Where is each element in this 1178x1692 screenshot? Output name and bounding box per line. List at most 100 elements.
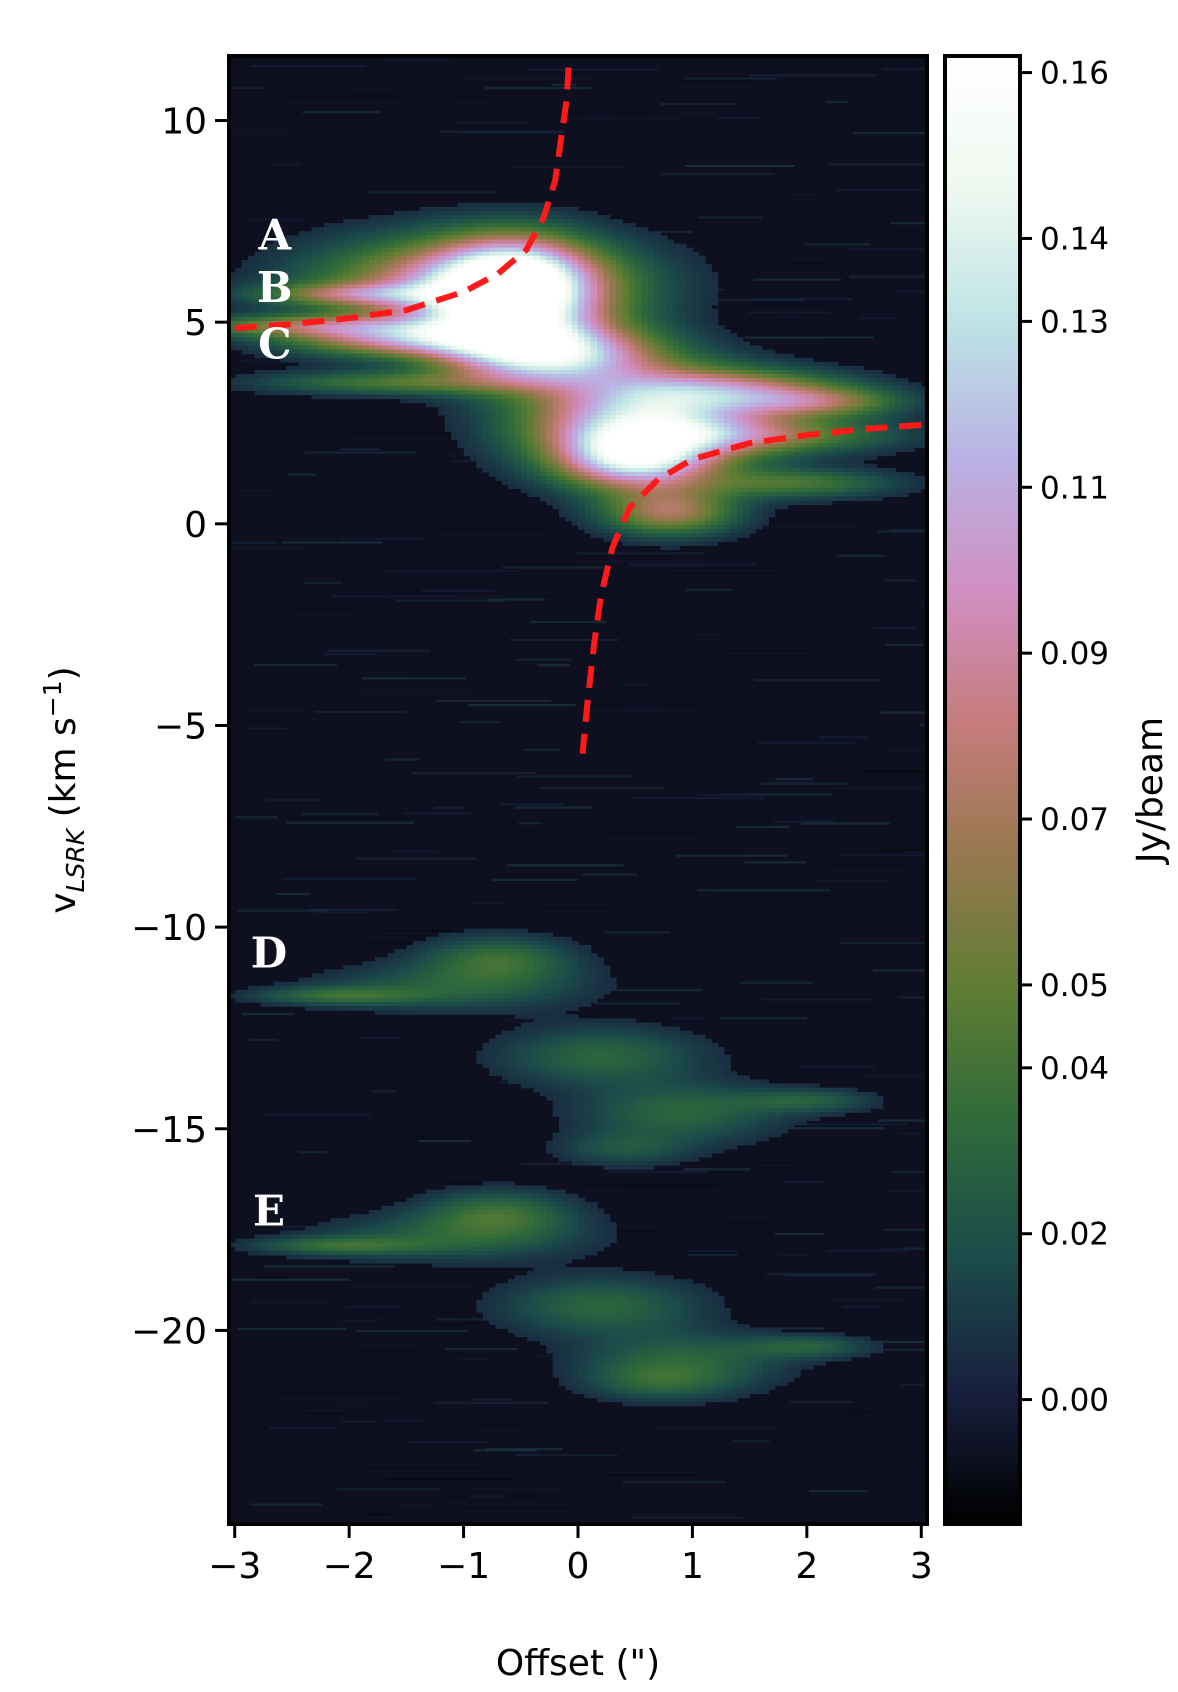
emission-cell [368, 349, 376, 355]
emission-cell [831, 374, 839, 379]
noise-streak [632, 1516, 744, 1519]
emission-cell [286, 316, 294, 322]
noise-streak [497, 628, 530, 631]
emission-cell [635, 365, 643, 371]
emission-cell [704, 316, 712, 322]
emission-cell [660, 276, 668, 281]
emission-cell [476, 423, 484, 428]
emission-cell [254, 276, 262, 281]
emission-cell [305, 268, 313, 273]
emission-cell [406, 365, 414, 371]
emission-cell [362, 345, 370, 351]
emission-cell [742, 349, 750, 355]
emission-cell [895, 414, 903, 420]
emission-cell [546, 223, 554, 228]
emission-cell [609, 300, 617, 306]
emission-cell [654, 304, 662, 310]
emission-cell [438, 206, 446, 212]
emission-cell [451, 386, 459, 391]
emission-cell [546, 210, 554, 216]
emission-cell [869, 418, 877, 424]
emission-cell [812, 447, 820, 453]
emission-cell [438, 333, 446, 338]
noise-streak [250, 64, 366, 67]
emission-cell [235, 304, 243, 310]
emission-cell [330, 386, 338, 391]
emission-cell [609, 325, 617, 330]
emission-cell [844, 386, 852, 391]
noise-streak [361, 1497, 441, 1500]
emission-cell [641, 357, 649, 363]
emission-cell [616, 418, 624, 424]
emission-cell [324, 321, 332, 326]
emission-cell [533, 219, 541, 224]
noise-streak [872, 969, 927, 972]
emission-cell [425, 259, 433, 265]
emission-cell [438, 300, 446, 306]
emission-cell [463, 386, 471, 391]
noise-streak [872, 1340, 927, 1343]
noise-streak [623, 1191, 717, 1194]
emission-cell [476, 341, 484, 347]
emission-cell [495, 443, 503, 449]
emission-cell [451, 402, 459, 408]
emission-cell [616, 259, 624, 265]
emission-cell [768, 410, 776, 416]
emission-cell [616, 439, 624, 444]
emission-cell [578, 227, 585, 232]
emission-cell [539, 431, 547, 436]
emission-cell [476, 259, 484, 265]
emission-cell [330, 296, 338, 302]
emission-cell [901, 390, 909, 396]
emission-cell [616, 374, 624, 379]
emission-cell [514, 406, 522, 412]
emission-cell [476, 353, 484, 359]
emission-cell [343, 325, 351, 330]
emission-cell [527, 292, 535, 298]
emission-cell [470, 337, 478, 343]
emission-cell [298, 300, 306, 306]
emission-cell [838, 374, 846, 379]
emission-cell [489, 263, 497, 269]
emission-cell [546, 414, 554, 420]
emission-cell [527, 406, 535, 412]
emission-cell [260, 312, 268, 318]
noise-streak [234, 563, 260, 566]
emission-cell [685, 435, 693, 440]
emission-cell [597, 231, 604, 237]
emission-cell [355, 308, 363, 314]
emission-cell [438, 251, 446, 257]
emission-cell [254, 349, 262, 355]
emission-cell [501, 276, 509, 281]
emission-cell [660, 329, 668, 334]
emission-cell [590, 227, 598, 232]
emission-cell [267, 263, 275, 269]
emission-cell [558, 227, 566, 232]
emission-cell [279, 284, 287, 290]
emission-cell [539, 268, 547, 273]
emission-cell [463, 206, 471, 212]
emission-cell [603, 369, 611, 375]
noise-streak [799, 1065, 875, 1068]
emission-cell [578, 268, 585, 273]
emission-cell [539, 312, 547, 318]
emission-cell [425, 386, 433, 391]
emission-cell [723, 378, 731, 383]
emission-cell [451, 325, 459, 330]
emission-cell [704, 394, 712, 400]
emission-cell [628, 251, 636, 257]
emission-cell [533, 292, 541, 298]
emission-cell [793, 414, 801, 420]
emission-cell [292, 329, 300, 334]
emission-cell [660, 443, 668, 449]
emission-cell [692, 423, 700, 428]
emission-cell [343, 321, 351, 326]
emission-cell [457, 369, 465, 375]
emission-cell [692, 353, 700, 359]
emission-cell [489, 325, 497, 330]
emission-cell [349, 361, 357, 367]
emission-cell [869, 447, 877, 453]
emission-cell [920, 406, 927, 412]
emission-cell [286, 325, 294, 330]
noise-streak [786, 105, 916, 109]
